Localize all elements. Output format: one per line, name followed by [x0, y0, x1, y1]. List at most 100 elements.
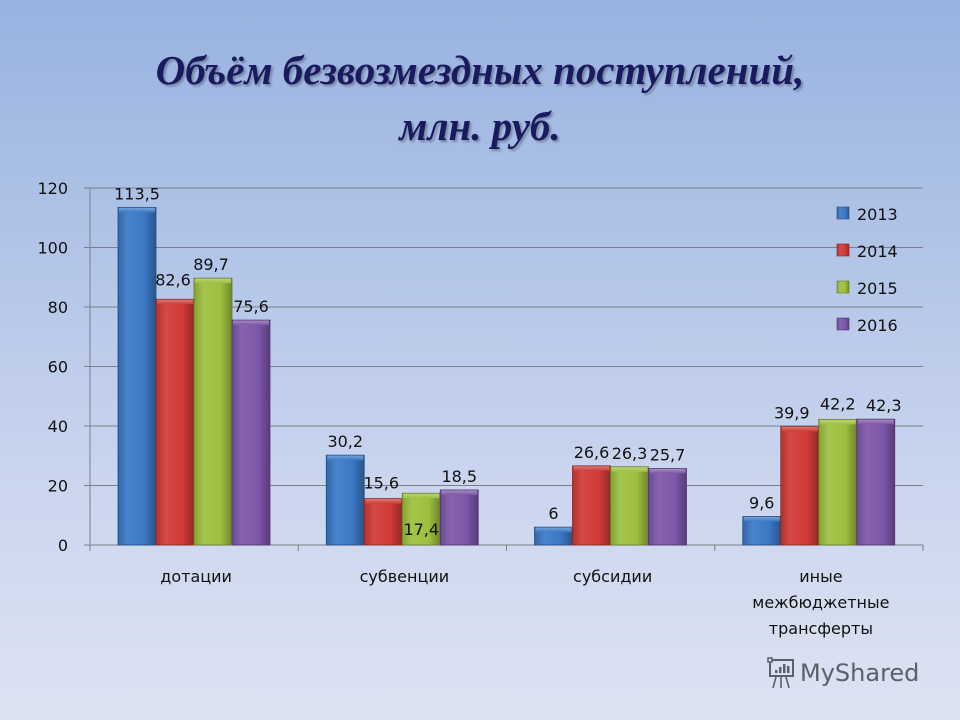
bar-2014-0: [155, 298, 195, 546]
bar-top: [441, 489, 478, 495]
bar-2014-1: [363, 498, 403, 546]
x-axis: дотации субвенции субсидии иные межбюджетные…: [89, 544, 924, 638]
bar-body: [194, 278, 232, 545]
bar-2015-1: [401, 492, 441, 546]
bar-body: [118, 207, 156, 545]
value-label: 82,6: [155, 270, 191, 289]
bar-top: [365, 498, 402, 504]
value-label: 42,2: [820, 394, 856, 413]
presentation-board-icon: [767, 657, 794, 689]
bar-top: [119, 207, 155, 213]
legend-item-2013: 2013: [836, 205, 898, 224]
bar-edge: [231, 319, 271, 546]
legend-item-2016: 2016: [836, 316, 898, 335]
bar-top: [573, 465, 610, 471]
y-tick-label: 40: [48, 417, 68, 436]
bar-2015-3: [818, 419, 858, 546]
bars: [117, 206, 896, 546]
value-label: 30,2: [327, 432, 363, 451]
legend-item-2014: 2014: [836, 242, 898, 261]
bar-body: [156, 299, 194, 545]
value-label: 6: [548, 504, 558, 523]
value-label: 17,4: [403, 520, 439, 539]
value-label: 75,6: [233, 297, 269, 316]
title-line-1: Объём безвозмездных поступлений,: [155, 47, 805, 93]
legend-swatch: [836, 317, 850, 331]
bar-body: [364, 498, 403, 545]
bar-top: [403, 493, 440, 499]
value-label: 26,3: [612, 444, 648, 463]
bar-2013-3: [742, 516, 782, 546]
y-tick-label: 80: [48, 298, 68, 317]
value-labels: 113,5 30,2 6 9,6 82,6 15,6 26,6 39,9 89,7 17,4 26,…: [114, 184, 901, 539]
value-label: 39,9: [774, 403, 810, 422]
bar-2014-2: [572, 465, 611, 546]
watermark: MyShared: [766, 656, 919, 690]
bar-body: [610, 466, 649, 545]
title-line-2: млн. руб.: [399, 103, 561, 149]
category-label: иные межбюджетные трансферты: [752, 567, 889, 638]
legend-item-2015: 2015: [836, 279, 898, 298]
legend-swatch: [836, 206, 850, 220]
bar-body: [818, 419, 857, 545]
bar-edge: [648, 468, 687, 546]
bar-body: [648, 468, 687, 545]
value-label: 18,5: [441, 467, 477, 486]
bar-2016-0: [231, 319, 271, 546]
bar-top: [819, 419, 856, 425]
bar-2016-1: [439, 489, 479, 546]
value-label: 42,3: [866, 396, 902, 415]
bar-top: [327, 455, 364, 461]
bar-top: [857, 419, 894, 425]
bar-top: [233, 320, 269, 326]
bar-body: [856, 419, 895, 545]
chart-title: Объём безвозмездных поступлений, млн. ру…: [0, 42, 960, 154]
legend-swatch: [836, 280, 850, 294]
y-tick-label: 20: [48, 477, 68, 496]
bar-top: [535, 527, 572, 533]
bar-top: [611, 466, 648, 472]
bar-body: [780, 426, 819, 545]
y-tick-label: 120: [37, 179, 68, 198]
legend: 2013 2014 2015 2016: [836, 205, 898, 335]
bar-body: [326, 455, 365, 545]
bar-2013-0: [117, 206, 157, 546]
value-label: 9,6: [749, 493, 774, 512]
bar-body: [572, 465, 611, 545]
bar-2013-1: [325, 454, 365, 546]
category-label: дотации: [160, 567, 232, 586]
legend-label: 2014: [857, 242, 898, 261]
bar-top: [157, 299, 193, 305]
bar-body: [232, 320, 270, 545]
legend-label: 2015: [857, 279, 898, 298]
bar-top: [195, 278, 231, 284]
category-label: субсидии: [573, 567, 652, 586]
value-label: 113,5: [114, 184, 160, 203]
legend-label: 2013: [857, 205, 898, 224]
bar-top: [781, 426, 818, 432]
bar-top: [649, 468, 686, 474]
watermark-text: MyShared: [800, 659, 920, 687]
y-axis: 0 20 40 60 80 100 120: [37, 179, 91, 555]
value-label: 26,6: [574, 443, 610, 462]
category-label: субвенции: [360, 567, 450, 586]
legend-label: 2016: [857, 316, 898, 335]
bar-2014-3: [780, 425, 820, 546]
bar-body: [440, 489, 479, 545]
value-label: 15,6: [363, 474, 399, 493]
value-label: 25,7: [650, 446, 686, 465]
y-tick-label: 0: [58, 536, 68, 555]
y-tick-label: 60: [48, 358, 68, 377]
bar-2013-2: [534, 526, 573, 546]
value-label: 89,7: [193, 255, 229, 274]
bar-body: [402, 493, 441, 545]
bar-2016-2: [648, 468, 687, 546]
bar-edge: [856, 418, 896, 546]
bar-2015-0: [193, 277, 233, 546]
bar-2015-2: [610, 466, 649, 546]
y-tick-label: 100: [37, 239, 68, 258]
bar-top: [743, 516, 780, 522]
bar-2016-3: [856, 418, 896, 546]
legend-swatch: [836, 243, 850, 257]
